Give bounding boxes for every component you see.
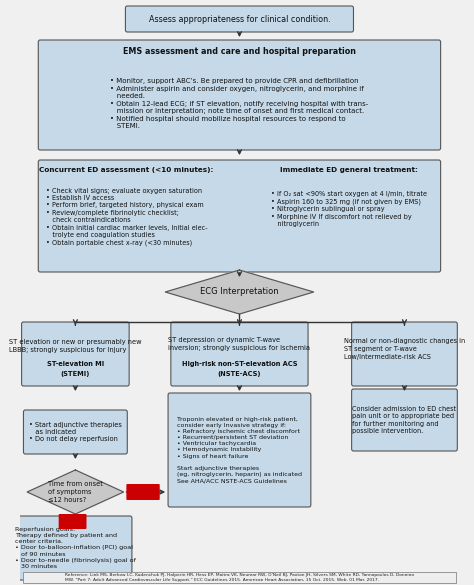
Text: (STEMI): (STEMI) <box>61 371 90 377</box>
Text: Time from onset
of symptoms
≤12 hours?: Time from onset of symptoms ≤12 hours? <box>48 481 103 503</box>
FancyBboxPatch shape <box>38 160 441 272</box>
FancyBboxPatch shape <box>352 389 457 451</box>
Text: ECG Interpretation: ECG Interpretation <box>200 287 279 297</box>
FancyBboxPatch shape <box>38 40 441 150</box>
FancyBboxPatch shape <box>23 410 128 454</box>
Text: Normal or non-diagnostic changes in
ST segment or T-wave
Low/Intermediate-risk A: Normal or non-diagnostic changes in ST s… <box>344 339 465 360</box>
FancyBboxPatch shape <box>171 322 308 386</box>
Text: ST elevation or new or presumably new
LBBB; strongly suspicious for Injury: ST elevation or new or presumably new LB… <box>9 339 142 353</box>
Text: Assess appropriateness for clinical condition.: Assess appropriateness for clinical cond… <box>149 15 330 23</box>
FancyBboxPatch shape <box>352 322 457 386</box>
FancyBboxPatch shape <box>22 322 129 386</box>
Polygon shape <box>27 470 124 514</box>
Text: • Check vital signs; evaluate oxygen saturation
• Establish IV access
• Perform : • Check vital signs; evaluate oxygen sat… <box>46 188 207 246</box>
Text: (NSTE-ACS): (NSTE-ACS) <box>218 371 261 377</box>
Text: Reference: Link MS, Berkow LC, Kudenchuk PJ, Halperin HR, Hess EP, Moitra VK, Ne: Reference: Link MS, Berkow LC, Kudenchuk… <box>65 573 414 582</box>
Text: EMS assessment and care and hospital preparation: EMS assessment and care and hospital pre… <box>123 47 356 57</box>
FancyBboxPatch shape <box>59 514 86 529</box>
Text: ST depression or dynamic T-wave
inversion; strongly suspicious for Ischemia: ST depression or dynamic T-wave inversio… <box>168 337 310 351</box>
FancyBboxPatch shape <box>126 6 354 32</box>
Text: High-risk non-ST-elevation ACS: High-risk non-ST-elevation ACS <box>182 361 297 367</box>
Text: • If O₂ sat <90% start oxygen at 4 l/min, titrate
• Aspirin 160 to 325 mg (if no: • If O₂ sat <90% start oxygen at 4 l/min… <box>271 191 427 227</box>
FancyBboxPatch shape <box>168 393 311 507</box>
Text: Yes: Yes <box>136 487 150 497</box>
Text: Immediate ED general treatment:: Immediate ED general treatment: <box>280 167 418 173</box>
Text: ST-elevation MI: ST-elevation MI <box>47 361 104 367</box>
Text: No: No <box>67 518 79 526</box>
Text: • Start adjunctive therapies
   as indicated
• Do not delay reperfusion: • Start adjunctive therapies as indicate… <box>29 422 122 442</box>
Text: Concurrent ED assessment (<10 minutes):: Concurrent ED assessment (<10 minutes): <box>39 167 214 173</box>
FancyBboxPatch shape <box>23 572 456 583</box>
Text: Troponin elevated or high-risk patient,
consider early Invasive strategy if:
• R: Troponin elevated or high-risk patient, … <box>177 417 302 483</box>
Polygon shape <box>165 270 314 314</box>
Text: Consider admission to ED chest
pain unit or to appropriate bed
for further monit: Consider admission to ED chest pain unit… <box>352 406 456 434</box>
Text: Reperfusion goals:
Therapy defined by patient and
center criteria.
• Door to-bal: Reperfusion goals: Therapy defined by pa… <box>15 527 136 569</box>
Text: • Monitor, support ABC’s. Be prepared to provide CPR and defibrillation
• Admini: • Monitor, support ABC’s. Be prepared to… <box>110 78 369 129</box>
FancyBboxPatch shape <box>19 516 132 580</box>
FancyBboxPatch shape <box>127 484 160 500</box>
